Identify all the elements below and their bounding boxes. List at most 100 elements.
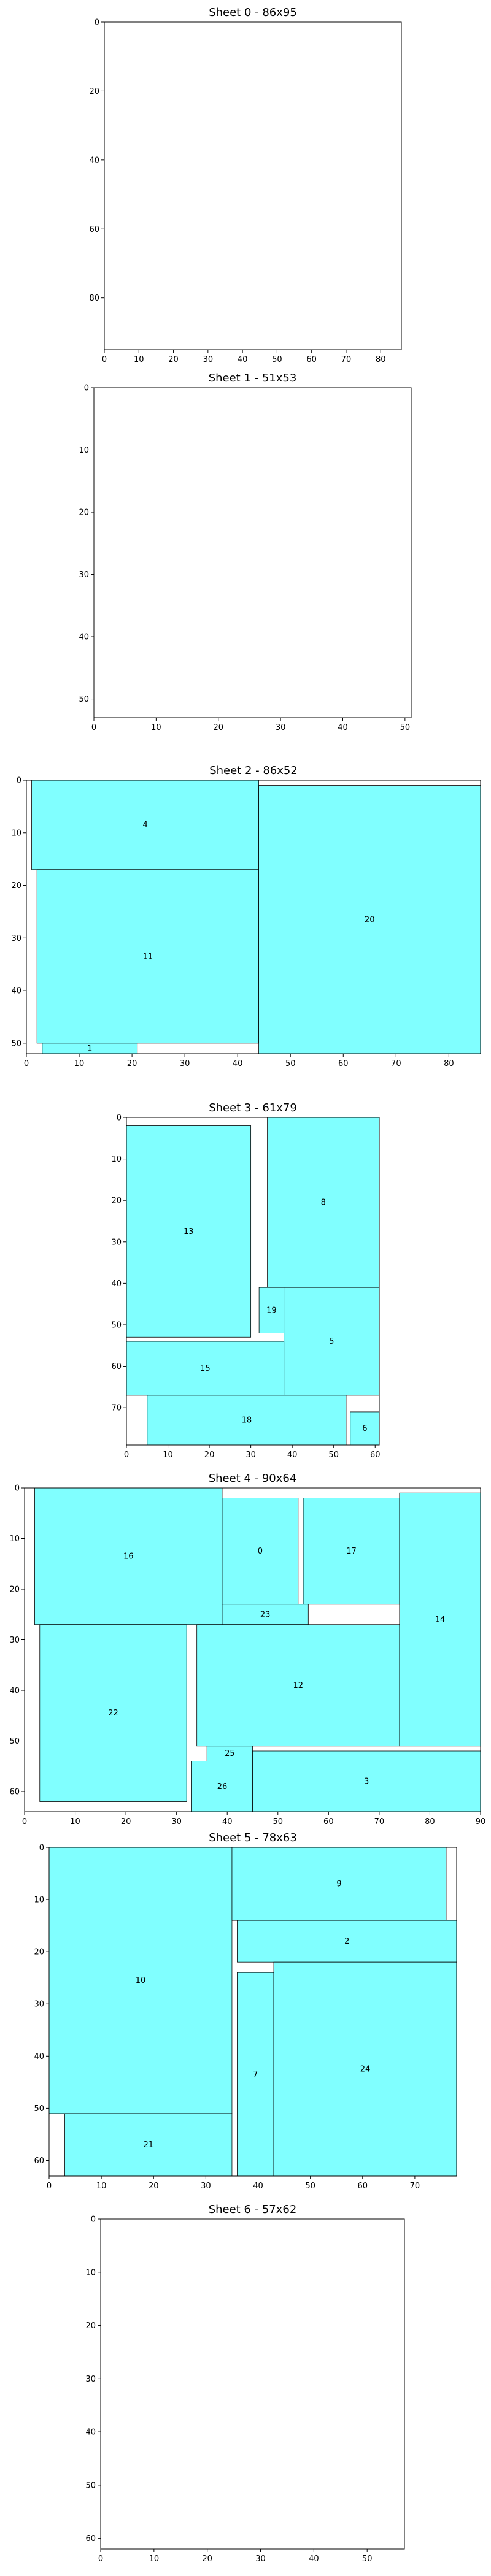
x-tick-label: 70 [374,1817,385,1827]
y-tick-label: 50 [9,1737,20,1746]
x-tick-label: 40 [287,1451,298,1460]
piece-rect [196,1624,400,1747]
piece-label: 9 [336,1880,341,1889]
sheet-title: Sheet 5 - 78x63 [209,1831,297,1844]
y-tick-label: 60 [85,2534,96,2543]
y-tick-label: 30 [34,2000,44,2009]
y-tick-label: 20 [89,87,99,96]
piece-label: 25 [225,1749,235,1758]
y-tick-label: 20 [111,1197,122,1206]
x-tick-label: 30 [171,1817,182,1827]
x-tick-label: 30 [246,1451,256,1460]
y-tick-label: 10 [34,1896,44,1905]
y-tick-label: 30 [9,1636,20,1645]
sheet-title: Sheet 4 - 90x64 [209,1472,297,1485]
y-tick-label: 40 [11,987,21,996]
x-tick-label: 90 [476,1817,486,1827]
piece-rect [258,785,481,1054]
x-tick-label: 0 [98,2555,103,2564]
piece-rect [267,1117,380,1288]
piece-rect [350,1411,380,1446]
x-tick-label: 0 [24,1059,29,1068]
y-tick-label: 30 [111,1238,122,1247]
x-tick-label: 10 [70,1817,80,1827]
y-tick-label: 0 [84,384,89,393]
y-tick-label: 40 [89,156,99,165]
piece-rect [258,1287,285,1333]
x-tick-label: 0 [124,1451,129,1460]
piece-label: 6 [362,1424,367,1433]
y-tick-label: 0 [91,2215,96,2225]
piece-label: 12 [293,1681,304,1690]
sheet-title: Sheet 6 - 57x62 [209,2203,297,2216]
plot-frame [126,1117,380,1446]
piece-label: 23 [260,1610,271,1619]
x-tick-label: 20 [168,355,179,364]
plot-frame [93,387,412,718]
y-tick-label: 10 [11,829,21,838]
y-tick-label: 80 [89,294,99,303]
x-tick-label: 40 [233,1059,243,1068]
piece-label: 4 [142,821,147,830]
piece-label: 7 [253,2070,258,2079]
x-tick-label: 30 [203,355,214,364]
x-tick-label: 10 [96,2182,107,2191]
x-tick-label: 30 [255,2555,266,2564]
x-tick-label: 60 [338,1059,349,1068]
y-tick-label: 50 [79,695,89,704]
piece-rect [231,1847,447,1921]
x-tick-label: 80 [376,355,386,364]
x-tick-label: 60 [306,355,317,364]
y-tick-label: 0 [15,1484,20,1493]
plot-frame [100,2218,405,2550]
y-tick-label: 70 [111,1404,122,1413]
piece-rect [399,1492,481,1747]
x-tick-label: 80 [444,1059,454,1068]
plot-frame [48,1847,457,2177]
x-tick-label: 20 [121,1817,131,1827]
sheet-title: Sheet 2 - 86x52 [209,764,298,777]
x-tick-label: 10 [74,1059,85,1068]
sheet-0: Sheet 0 - 86x95 0 10 20 30 40 50 60 70 80 0 20 40 60 8… [89,6,402,364]
piece-rect [64,2113,233,2177]
piece-rect [34,1487,223,1625]
y-tick-label: 60 [34,2156,44,2166]
sheet-title: Sheet 0 - 86x95 [209,6,297,19]
x-tick-label: 40 [253,2182,263,2191]
x-tick-label: 0 [22,1817,27,1827]
sheet-6: Sheet 6 - 57x62 0 10 20 30 40 50 0 10 20 30 40 50 60 [85,2203,405,2564]
piece-rect [126,1125,252,1338]
y-tick-label: 10 [79,446,89,455]
piece-rect [36,869,260,1044]
y-tick-label: 40 [111,1279,122,1289]
piece-rect [222,1498,299,1605]
x-tick-label: 0 [102,355,107,364]
piece-label: 24 [360,2065,371,2074]
x-tick-label: 40 [338,723,348,732]
x-tick-label: 10 [151,723,161,732]
plot-frame [24,1487,481,1812]
y-tick-label: 20 [9,1585,20,1595]
y-tick-label: 0 [117,1114,122,1123]
x-tick-label: 50 [362,2555,373,2564]
x-tick-label: 60 [323,1817,334,1827]
piece-label: 20 [365,915,375,924]
piece-label: 26 [217,1782,228,1792]
x-tick-label: 50 [272,355,282,364]
y-tick-label: 30 [11,934,21,943]
x-tick-label: 70 [341,355,352,364]
piece-rect [237,1972,274,2177]
y-tick-label: 60 [89,225,99,234]
y-tick-label: 10 [9,1535,20,1544]
x-tick-label: 20 [202,2555,212,2564]
y-tick-label: 30 [85,2375,96,2384]
y-tick-label: 50 [34,2104,44,2114]
sheet-title: Sheet 3 - 61x79 [209,1102,297,1114]
y-tick-label: 60 [9,1788,20,1797]
x-tick-label: 80 [425,1817,435,1827]
y-tick-label: 20 [34,1948,44,1957]
piece-label: 13 [184,1227,194,1236]
y-tick-label: 30 [79,570,89,580]
